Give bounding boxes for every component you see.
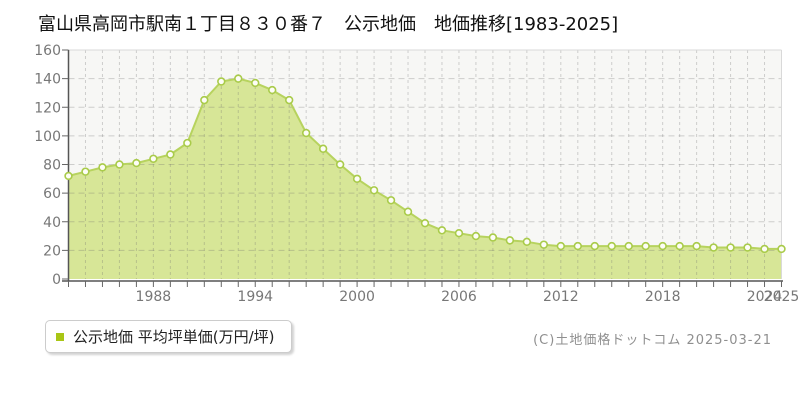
page-title: 富山県高岡市駅南１丁目８３０番７ 公示地価 地価推移[1983-2025] [38,14,619,35]
data-point[interactable] [709,243,718,252]
y-tick-label: 160 [34,43,61,59]
data-point[interactable] [149,154,158,163]
data-point[interactable] [505,236,515,245]
data-point[interactable] [437,226,447,235]
y-tick-label: 60 [43,186,61,202]
data-point[interactable] [777,244,786,254]
legend-marker-icon [56,332,64,341]
y-tick-label: 120 [34,100,61,116]
y-tick-label: 80 [43,158,61,174]
data-point[interactable] [132,158,141,168]
x-tick-label: 2025 [764,289,800,305]
data-point[interactable] [115,160,124,169]
data-point[interactable] [98,163,107,172]
data-point[interactable] [760,244,769,254]
data-point[interactable] [335,160,345,169]
legend-label: 公示地価 平均坪単価(万円/坪) [73,328,275,346]
x-tick-label: 1988 [136,289,172,305]
data-point[interactable] [726,243,735,252]
data-point[interactable] [539,240,549,249]
data-point[interactable] [301,128,311,138]
data-point[interactable] [183,138,192,148]
data-point[interactable] [386,196,396,205]
y-tick-label: 0 [52,272,61,288]
x-tick-label: 2000 [339,289,375,305]
data-point[interactable] [352,174,362,184]
data-point[interactable] [403,207,413,216]
area-fill [68,78,782,279]
data-point[interactable] [556,241,566,251]
data-point[interactable] [200,95,209,105]
x-tick-label: 2018 [645,289,681,305]
data-point[interactable] [624,241,633,251]
data-point[interactable] [268,85,277,95]
x-tick-label: 2024 [747,289,783,305]
data-point[interactable] [743,243,752,252]
data-point[interactable] [454,229,464,238]
data-point[interactable] [658,241,667,251]
y-tick-label: 20 [43,243,61,259]
legend: 公示地価 平均坪単価(万円/坪) [45,320,292,353]
data-point[interactable] [369,186,379,195]
data-point[interactable] [607,241,616,251]
data-point[interactable] [675,241,684,251]
data-point[interactable] [692,241,701,251]
data-point[interactable] [522,237,532,246]
data-point[interactable] [471,231,481,241]
y-tick-label: 100 [34,129,61,145]
data-point[interactable] [590,241,599,251]
x-tick-label: 2006 [441,289,477,305]
data-point[interactable] [573,241,582,251]
data-point[interactable] [251,78,260,88]
x-tick-label: 1994 [237,289,273,305]
data-point[interactable] [318,144,328,153]
data-point[interactable] [217,77,226,86]
data-point[interactable] [284,95,294,105]
data-point[interactable] [420,218,430,228]
data-point[interactable] [641,241,650,251]
y-tick-label: 40 [43,215,61,231]
data-point[interactable] [234,74,243,83]
data-point[interactable] [166,150,175,159]
data-point[interactable] [488,233,498,242]
x-tick-label: 2012 [543,289,579,305]
data-point[interactable] [81,167,90,176]
copyright-credit: (C)土地価格ドットコム 2025-03-21 [533,333,772,348]
y-tick-label: 140 [34,72,61,88]
data-point[interactable] [64,171,73,181]
